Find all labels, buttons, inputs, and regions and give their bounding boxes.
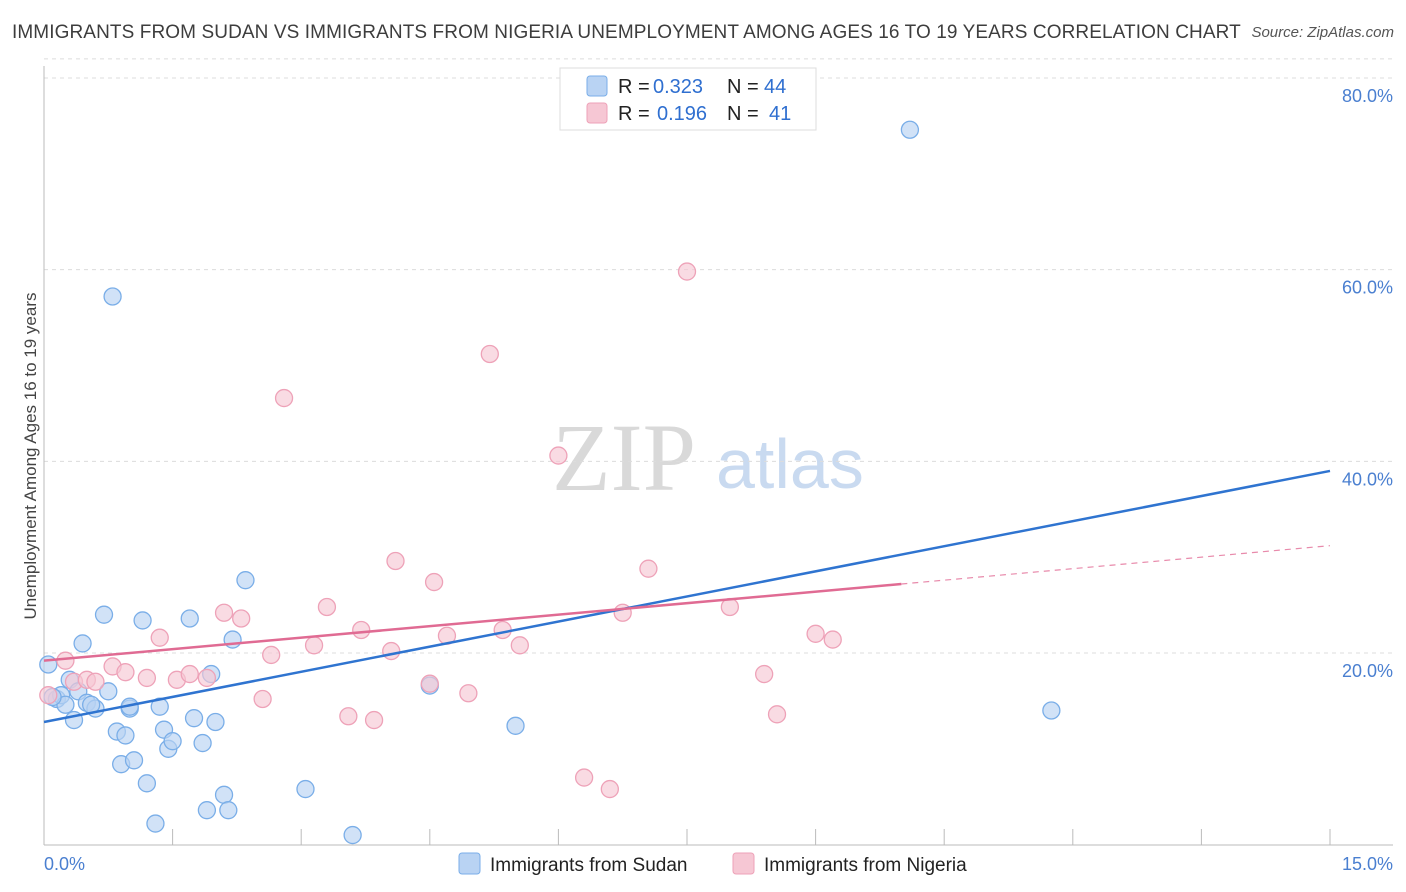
nigeria-point <box>214 603 234 622</box>
sudan-point <box>193 733 212 753</box>
bottom-legend-nigeria-swatch <box>732 852 755 875</box>
sudan-point <box>343 825 362 845</box>
nigeria-point <box>304 636 324 655</box>
nigeria-point <box>424 572 444 592</box>
sudan-trend-line <box>43 469 1331 724</box>
axes <box>43 66 1393 846</box>
sudan-point <box>180 609 199 628</box>
nigeria-point <box>39 686 58 705</box>
nigeria-point <box>150 628 169 647</box>
grid-lines <box>44 58 1393 654</box>
legend-nigeria-n-value: 41 <box>769 103 791 125</box>
legend-nigeria-n-label: N = <box>727 103 759 125</box>
y-tick-label: 80.0% <box>1342 86 1393 106</box>
nigeria-point <box>823 630 842 649</box>
nigeria-point <box>56 651 75 670</box>
legend: R = 0.323 N = 44 R = 0.196 N = 41 <box>559 67 817 131</box>
nigeria-point <box>459 684 478 703</box>
nigeria-point <box>262 645 281 665</box>
nigeria-point <box>493 620 512 640</box>
nigeria-point <box>116 663 135 682</box>
x-ticks <box>43 829 1331 845</box>
y-ticks: 20.0% 40.0% 60.0% 80.0% <box>1342 86 1393 681</box>
sudan-point <box>296 779 315 799</box>
nigeria-point <box>420 674 439 693</box>
legend-nigeria-r-label: R = <box>618 103 650 125</box>
x-tick-label-max: 15.0% <box>1342 854 1393 874</box>
sudan-point <box>206 712 225 732</box>
legend-sudan-r-value: 0.323 <box>653 76 703 98</box>
y-tick-label: 20.0% <box>1342 661 1393 681</box>
y-tick-label: 40.0% <box>1342 469 1393 489</box>
legend-nigeria-r-value: 0.196 <box>657 103 707 125</box>
nigeria-point <box>549 446 568 465</box>
legend-sudan-n-value: 44 <box>764 76 786 98</box>
bottom-legend: Immigrants from Sudan Immigrants from Ni… <box>458 852 967 876</box>
sudan-point <box>1042 701 1061 720</box>
nigeria-point <box>600 779 619 799</box>
sudan-point <box>219 801 238 820</box>
sudan-point <box>99 682 118 701</box>
sudan-point <box>73 634 92 653</box>
nigeria-point <box>806 624 825 643</box>
y-axis-label: Unemployment Among Ages 16 to 19 years <box>21 293 40 620</box>
sudan-point <box>146 814 165 833</box>
y-tick-label: 60.0% <box>1342 278 1393 298</box>
bottom-legend-sudan-label: Immigrants from Sudan <box>490 855 687 876</box>
nigeria-trend-extension <box>901 545 1331 585</box>
nigeria-point <box>339 707 358 726</box>
nigeria-point <box>639 559 658 578</box>
watermark-zip: ZIP <box>552 404 696 511</box>
bottom-legend-sudan-swatch <box>458 852 481 875</box>
sudan-point <box>116 726 135 745</box>
nigeria-point <box>574 768 594 787</box>
nigeria-point <box>197 668 217 688</box>
sudan-point <box>133 611 152 630</box>
nigeria-point <box>232 609 251 628</box>
sudan-point <box>506 716 525 735</box>
sudan-point <box>103 287 122 306</box>
x-tick-label-min: 0.0% <box>44 854 85 874</box>
bottom-legend-nigeria-label: Immigrants from Nigeria <box>764 855 967 876</box>
nigeria-point <box>364 710 384 730</box>
watermark-atlas: atlas <box>716 425 864 503</box>
nigeria-point <box>382 641 401 661</box>
series-sudan <box>39 120 1061 845</box>
nigeria-point <box>86 672 105 691</box>
nigeria-point <box>274 388 294 408</box>
legend-sudan-swatch <box>586 75 608 97</box>
nigeria-trend-line <box>43 582 902 662</box>
nigeria-point <box>137 668 157 688</box>
series-nigeria <box>39 262 842 799</box>
nigeria-point <box>352 620 371 640</box>
nigeria-point <box>755 664 774 684</box>
nigeria-point <box>677 262 697 281</box>
legend-sudan-n-label: N = <box>727 76 759 98</box>
source-label: Source: ZipAtlas.com <box>1251 24 1394 41</box>
sudan-point <box>900 120 920 139</box>
nigeria-point <box>317 597 337 617</box>
sudan-point <box>137 774 157 793</box>
trend-lines <box>43 469 1331 724</box>
sudan-point <box>163 732 182 751</box>
chart-title: IMMIGRANTS FROM SUDAN VS IMMIGRANTS FROM… <box>12 22 1241 43</box>
sudan-point <box>184 709 204 728</box>
nigeria-point <box>767 705 787 724</box>
nigeria-point <box>253 689 272 709</box>
nigeria-point <box>480 344 499 364</box>
sudan-point <box>94 605 114 624</box>
nigeria-point <box>510 636 529 655</box>
sudan-point <box>214 785 234 804</box>
legend-sudan-r-label: R = <box>618 76 650 98</box>
sudan-point <box>236 571 255 590</box>
sudan-point <box>197 801 217 820</box>
nigeria-point <box>386 551 405 571</box>
legend-nigeria-swatch <box>586 102 608 124</box>
nigeria-point <box>180 664 199 684</box>
sudan-point <box>124 751 144 770</box>
